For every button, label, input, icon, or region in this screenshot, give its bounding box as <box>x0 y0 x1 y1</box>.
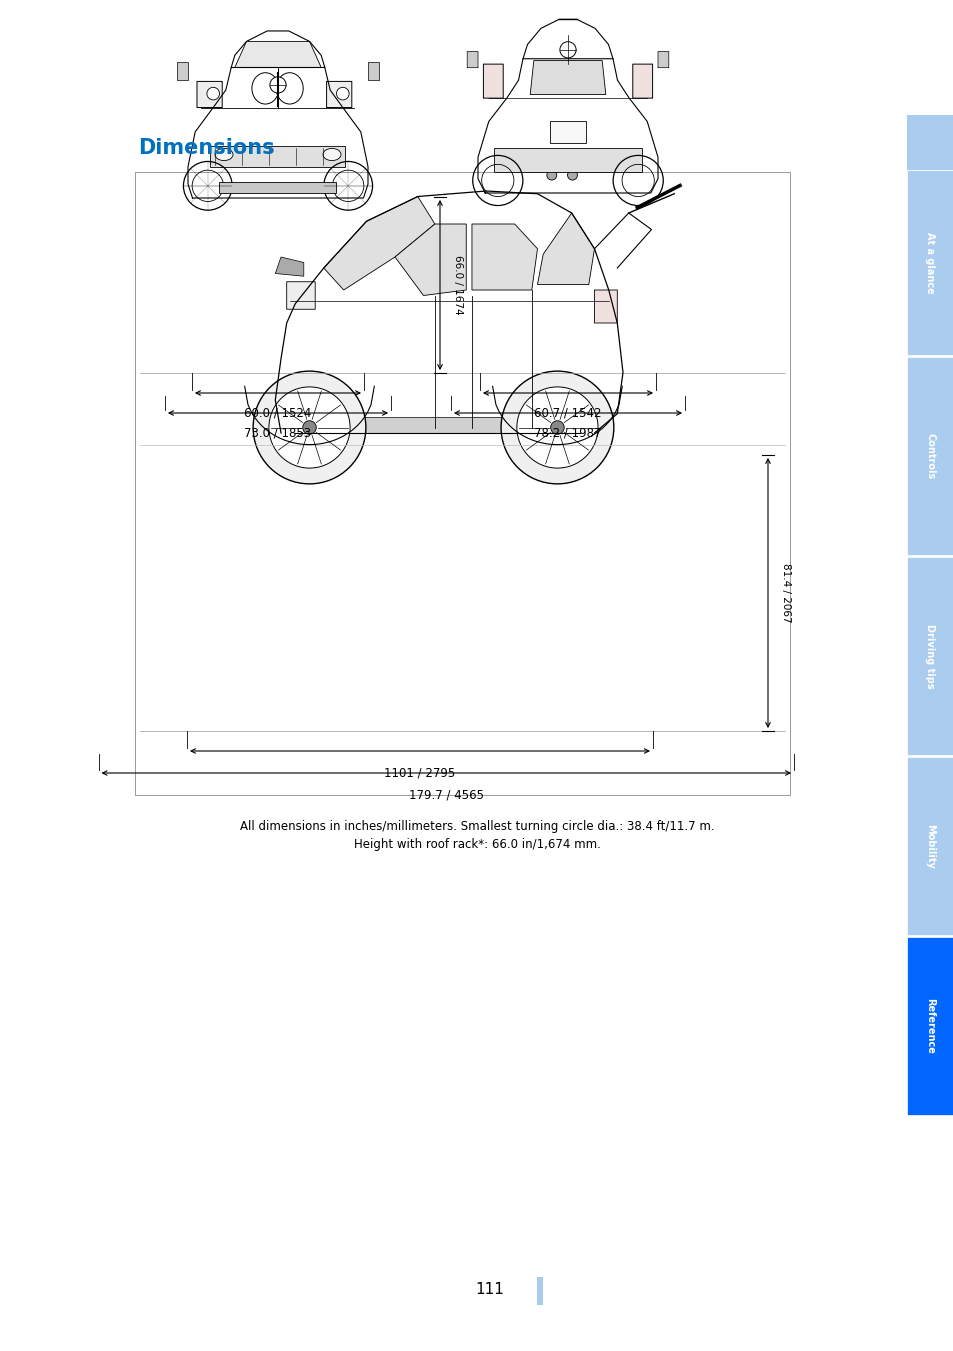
Bar <box>537 1277 542 1305</box>
Text: At a glance: At a glance <box>924 231 935 293</box>
Polygon shape <box>530 61 605 95</box>
Circle shape <box>269 386 350 467</box>
Text: 73.0 / 1853: 73.0 / 1853 <box>244 427 312 440</box>
Bar <box>368 62 378 80</box>
Text: 111: 111 <box>475 1282 504 1297</box>
Bar <box>906 938 953 1115</box>
FancyBboxPatch shape <box>196 81 222 108</box>
Text: Driving tips: Driving tips <box>924 624 935 688</box>
Bar <box>494 149 641 172</box>
Text: 60.7 / 1542: 60.7 / 1542 <box>534 407 601 420</box>
Bar <box>906 757 953 935</box>
Polygon shape <box>323 196 435 290</box>
Bar <box>177 62 188 80</box>
FancyBboxPatch shape <box>483 63 502 99</box>
FancyBboxPatch shape <box>467 51 477 68</box>
Polygon shape <box>275 257 303 276</box>
Ellipse shape <box>252 73 278 104</box>
Circle shape <box>546 170 557 180</box>
Circle shape <box>336 88 349 100</box>
Bar <box>211 146 345 166</box>
Bar <box>219 182 336 193</box>
Text: 179.7 / 4565: 179.7 / 4565 <box>409 788 483 801</box>
FancyBboxPatch shape <box>632 63 652 99</box>
Circle shape <box>550 420 563 434</box>
Ellipse shape <box>276 73 303 104</box>
FancyBboxPatch shape <box>326 81 352 108</box>
Circle shape <box>302 420 316 434</box>
FancyBboxPatch shape <box>594 290 617 323</box>
Text: All dimensions in inches/millimeters. Smallest turning circle dia.: 38.4 ft/11.7: All dimensions in inches/millimeters. Sm… <box>239 820 714 834</box>
Polygon shape <box>537 213 594 285</box>
Bar <box>906 557 953 755</box>
Ellipse shape <box>323 149 340 161</box>
Bar <box>906 357 953 555</box>
Circle shape <box>567 170 577 180</box>
Polygon shape <box>234 42 321 68</box>
Text: 78.2 / 1987: 78.2 / 1987 <box>534 427 601 440</box>
Text: Dimensions: Dimensions <box>138 138 274 158</box>
Text: 60.0 / 1524: 60.0 / 1524 <box>244 407 312 420</box>
Bar <box>290 416 608 434</box>
FancyBboxPatch shape <box>658 51 668 68</box>
Bar <box>135 172 789 794</box>
Polygon shape <box>472 224 537 290</box>
Text: Controls: Controls <box>924 432 935 480</box>
Circle shape <box>517 386 598 467</box>
Text: Reference: Reference <box>924 998 935 1054</box>
Circle shape <box>270 77 286 93</box>
Polygon shape <box>395 224 466 296</box>
Text: 81.4 / 2067: 81.4 / 2067 <box>781 563 790 623</box>
Circle shape <box>559 42 576 58</box>
Bar <box>906 115 953 170</box>
Text: 1101 / 2795: 1101 / 2795 <box>384 766 456 780</box>
Text: 66.0 / 1674: 66.0 / 1674 <box>453 255 462 315</box>
Text: Height with roof rack*: 66.0 in/1,674 mm.: Height with roof rack*: 66.0 in/1,674 mm… <box>354 838 599 851</box>
Circle shape <box>500 372 613 484</box>
Bar <box>550 122 585 143</box>
Ellipse shape <box>214 149 233 161</box>
Circle shape <box>207 88 219 100</box>
Circle shape <box>253 372 366 484</box>
FancyBboxPatch shape <box>287 282 314 309</box>
Bar <box>906 170 953 355</box>
Text: Mobility: Mobility <box>924 824 935 869</box>
